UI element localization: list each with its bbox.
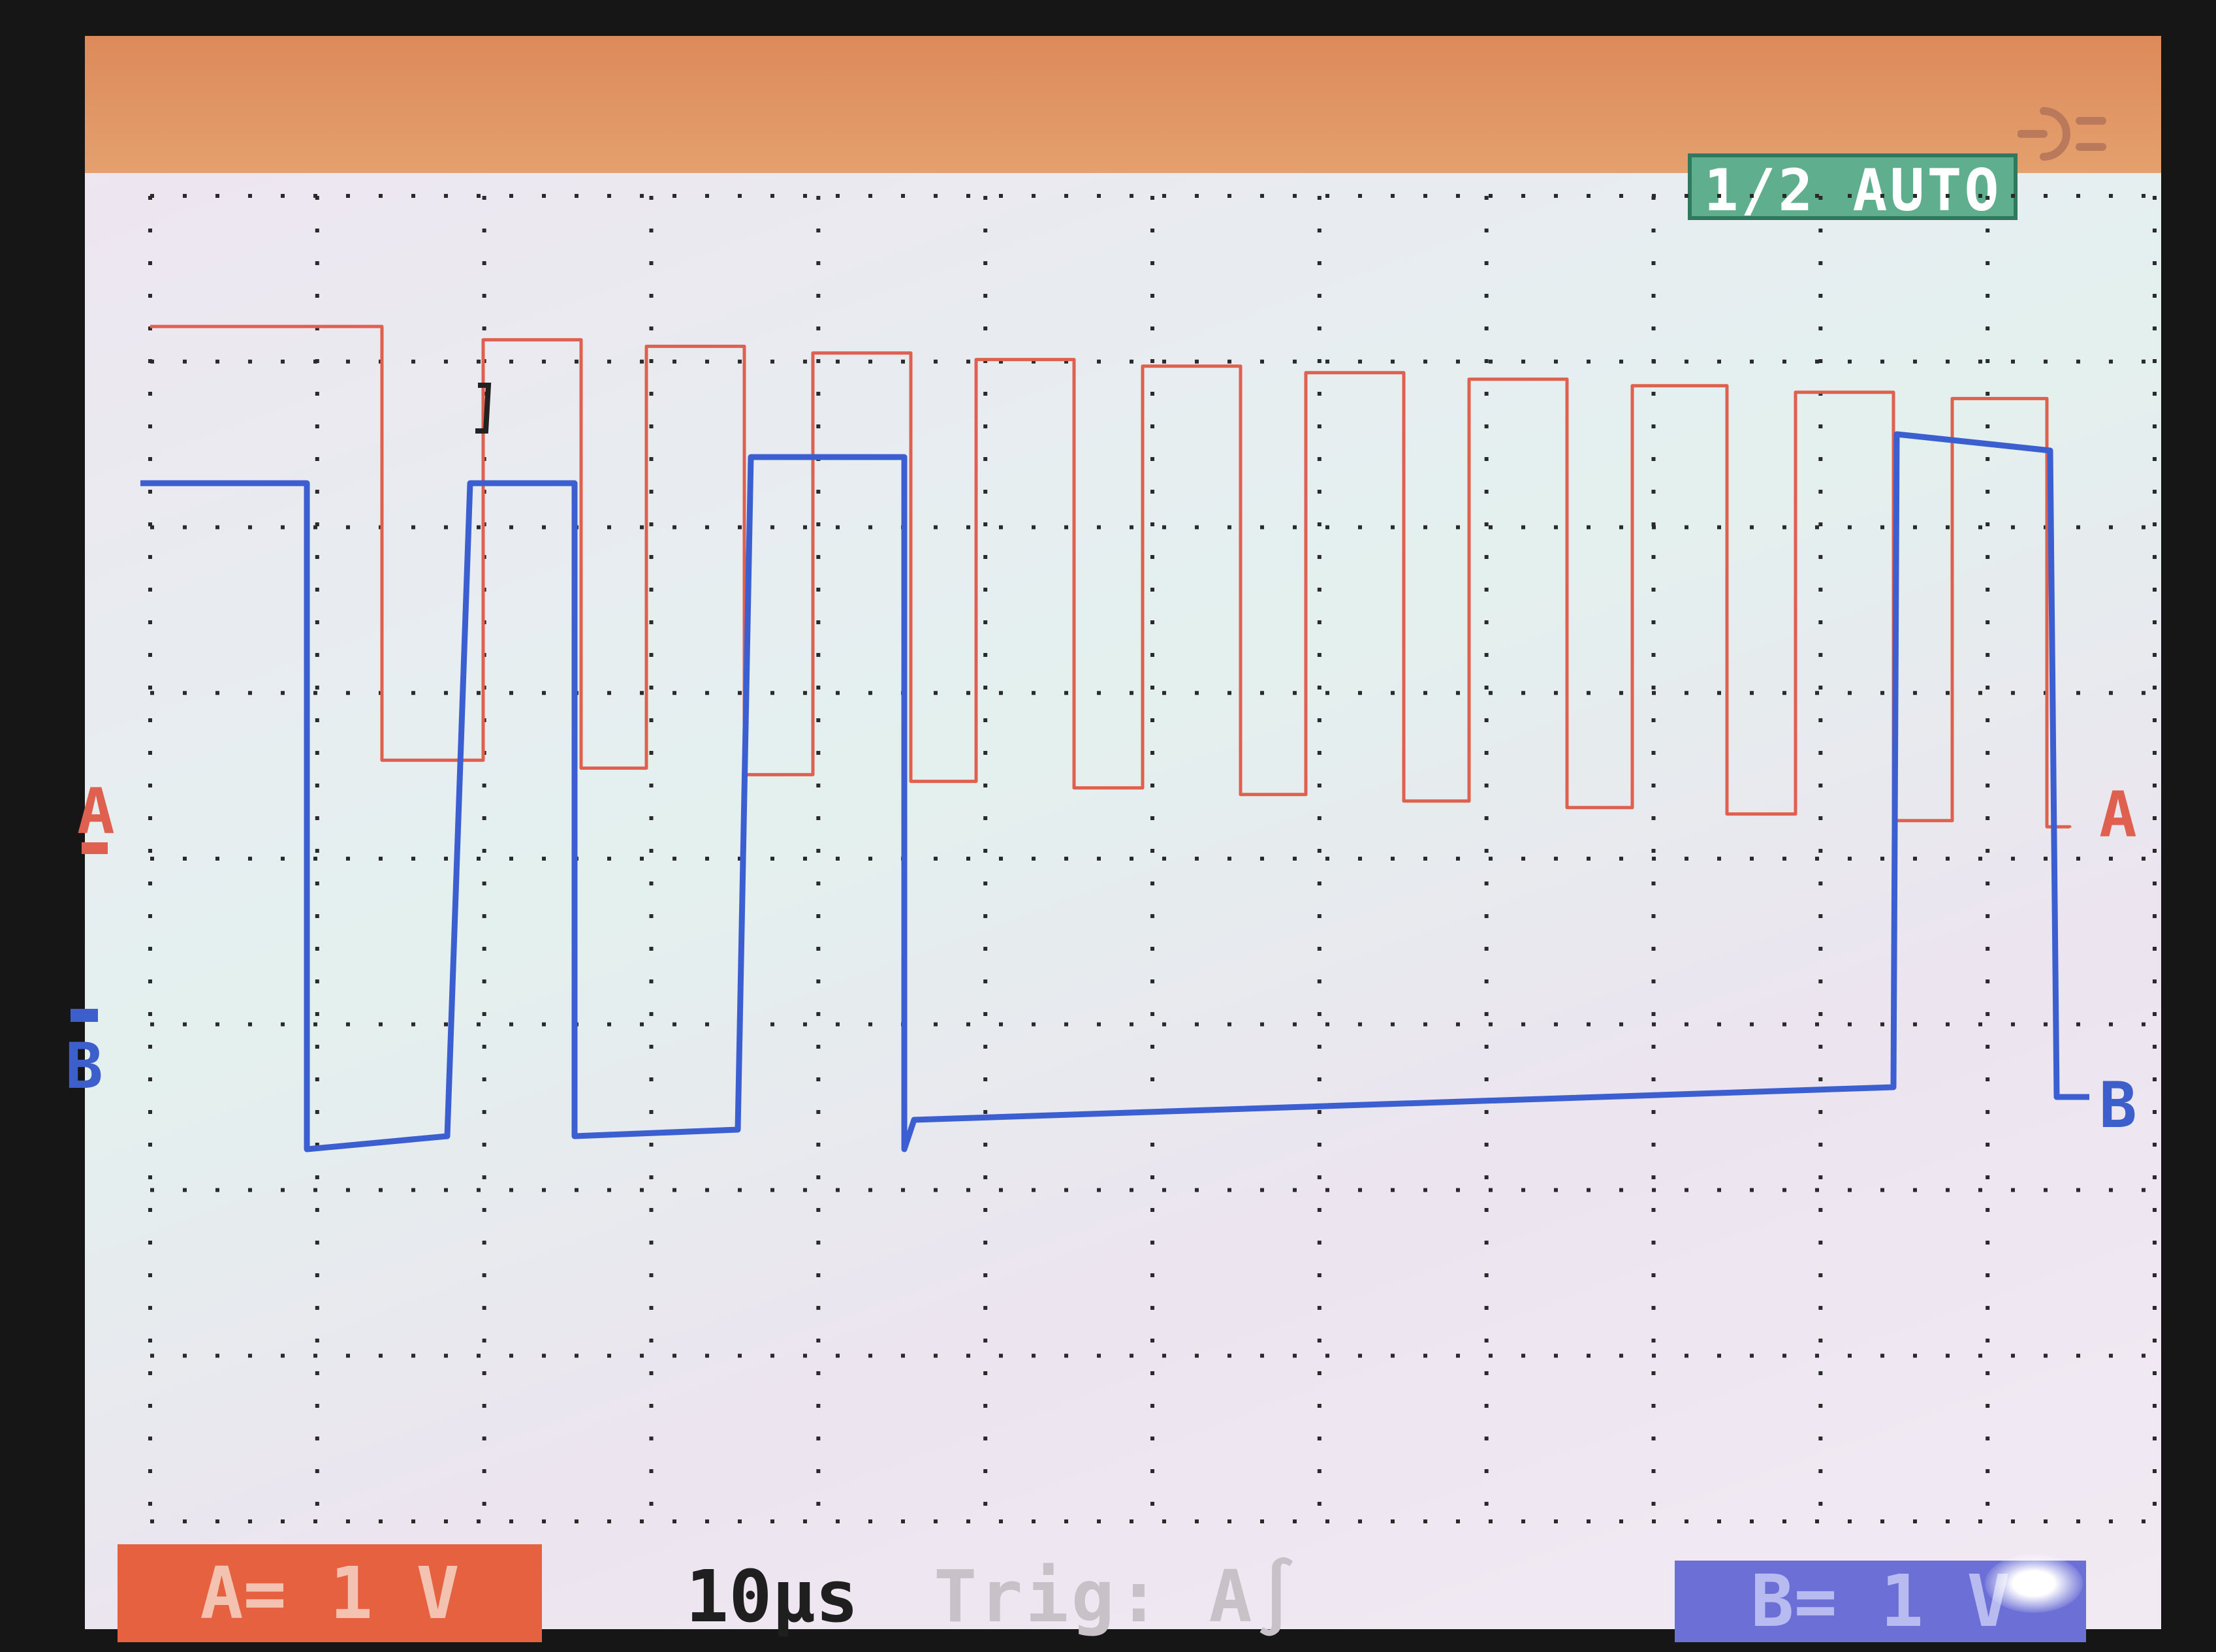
trigger-marker-icon — [475, 383, 492, 434]
channel-a-marker: A — [77, 775, 115, 848]
channel-a-scale[interactable]: A= 1 V — [118, 1544, 542, 1642]
top-status-bar — [85, 36, 2161, 173]
channel-b-marker: B — [65, 1030, 103, 1103]
acquisition-mode-badge: 1/2 AUTO — [1688, 153, 2018, 224]
screen-glare — [1985, 1554, 2083, 1613]
graticule — [148, 194, 2157, 1523]
channel-a-ground-mark — [82, 842, 108, 854]
scope-screen — [85, 36, 2161, 1629]
trigger-readout[interactable]: Trig: A∫ — [934, 1555, 1301, 1638]
plug-icon — [2018, 107, 2106, 161]
channel-a-trace — [150, 325, 2072, 829]
channel-a-end-marker: A — [2099, 778, 2137, 851]
bottom-status-bar: A= 1 V 10μs Trig: A∫ B= 1 V — [98, 1531, 2089, 1642]
timebase-readout[interactable]: 10μs — [686, 1555, 859, 1638]
channel-b-end-marker: B — [2099, 1069, 2137, 1142]
channel-b-trace — [140, 431, 2089, 1152]
channel-b-ground-mark — [71, 1009, 98, 1022]
